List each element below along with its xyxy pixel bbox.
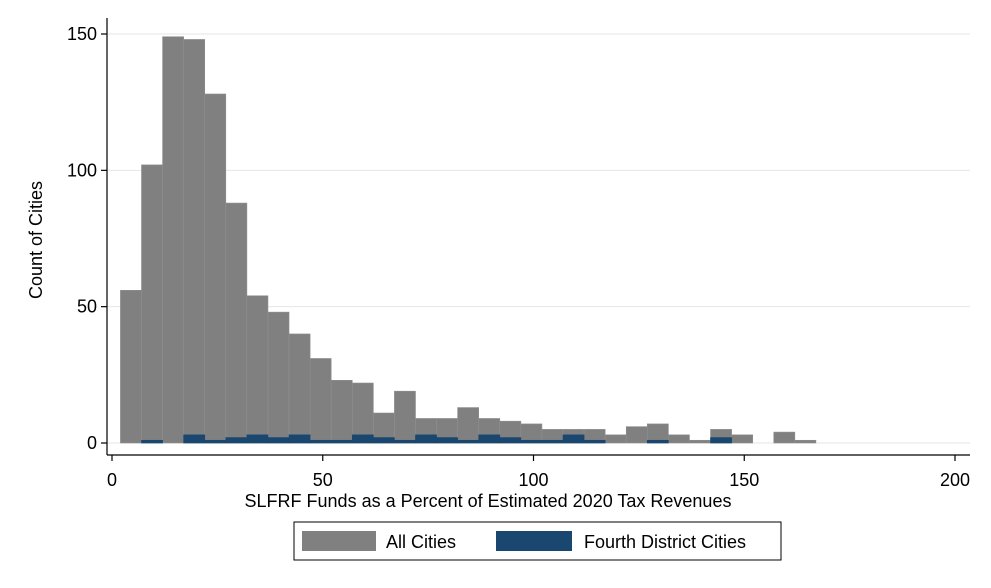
all-cities-bar-24 xyxy=(625,426,648,444)
legend-label-all-cities: All Cities xyxy=(386,532,456,552)
fourth-district-bars xyxy=(141,434,732,444)
fourth-district-bar-14 xyxy=(415,434,437,444)
fourth-district-bar-19 xyxy=(520,439,543,444)
fourth-district-bar-17 xyxy=(478,434,501,444)
all-cities-bar-1 xyxy=(141,164,163,444)
all-cities-bar-2 xyxy=(162,36,184,444)
all-cities-bar-32 xyxy=(794,439,817,444)
fourth-district-bar-21 xyxy=(562,434,585,444)
fourth-district-bar-8 xyxy=(288,434,311,444)
fourth-district-bar-18 xyxy=(499,437,522,444)
fourth-district-bar-13 xyxy=(394,439,416,444)
fourth-district-bar-28 xyxy=(710,437,732,444)
all-cities-bar-5 xyxy=(225,202,248,444)
all-cities-bar-31 xyxy=(773,431,796,444)
all-cities-bar-11 xyxy=(351,382,374,444)
fourth-district-bar-25 xyxy=(647,439,669,444)
fourth-district-bar-20 xyxy=(541,439,564,444)
all-cities-bar-27 xyxy=(689,439,711,444)
legend-label-fourth-district: Fourth District Cities xyxy=(584,532,746,552)
all-cities-bar-16 xyxy=(457,407,480,444)
fourth-district-bar-5 xyxy=(225,437,248,444)
y-tick-labels: 0 50 100 150 xyxy=(67,24,97,453)
all-cities-bar-9 xyxy=(309,358,332,444)
x-tick-label-150: 150 xyxy=(729,470,759,490)
legend-swatch-fourth-district xyxy=(496,531,572,551)
all-cities-bar-3 xyxy=(183,39,206,444)
all-cities-bar-7 xyxy=(267,311,290,444)
all-cities-bar-8 xyxy=(288,333,311,444)
all-cities-bar-10 xyxy=(330,379,353,444)
fourth-district-bar-1 xyxy=(141,439,163,444)
all-cities-bar-29 xyxy=(731,434,753,444)
all-cities-bar-23 xyxy=(604,434,627,444)
fourth-district-bar-7 xyxy=(267,437,290,444)
all-cities-bar-6 xyxy=(246,295,269,444)
y-tick-label-50: 50 xyxy=(77,297,97,317)
fourth-district-bar-9 xyxy=(309,439,332,444)
x-tick-label-200: 200 xyxy=(940,470,970,490)
all-cities-bar-26 xyxy=(668,434,690,444)
fourth-district-bar-4 xyxy=(204,439,227,444)
all-cities-bar-0 xyxy=(120,290,142,444)
all-cities-bars xyxy=(120,36,817,444)
y-tick-label-0: 0 xyxy=(87,433,97,453)
y-tick-label-100: 100 xyxy=(67,160,97,180)
x-tick-label-100: 100 xyxy=(518,470,548,490)
fourth-district-bar-11 xyxy=(351,434,374,444)
fourth-district-bar-10 xyxy=(330,439,353,444)
fourth-district-bar-3 xyxy=(183,434,206,444)
axes xyxy=(101,18,970,461)
legend: All Cities Fourth District Cities xyxy=(293,521,782,561)
x-tick-label-0: 0 xyxy=(107,470,117,490)
fourth-district-bar-22 xyxy=(583,439,606,444)
x-tick-label-50: 50 xyxy=(313,470,333,490)
all-cities-bar-13 xyxy=(394,390,416,444)
fourth-district-bar-6 xyxy=(246,434,269,444)
x-axis-title: SLFRF Funds as a Percent of Estimated 20… xyxy=(245,491,732,511)
fourth-district-bar-16 xyxy=(457,439,480,444)
fourth-district-bar-15 xyxy=(436,437,458,444)
legend-swatch-all-cities xyxy=(302,531,376,551)
x-tick-labels: 0 50 100 150 200 xyxy=(107,470,970,490)
y-axis-title: Count of Cities xyxy=(26,181,46,299)
fourth-district-bar-12 xyxy=(373,437,395,444)
all-cities-bar-4 xyxy=(204,93,227,444)
y-tick-label-150: 150 xyxy=(67,24,97,44)
